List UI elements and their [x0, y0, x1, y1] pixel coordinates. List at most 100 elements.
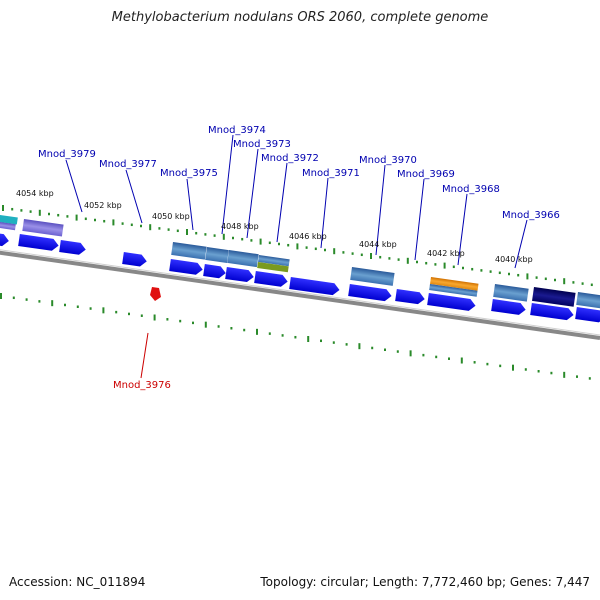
gc-skew-tick [149, 224, 152, 231]
feature-box [493, 284, 529, 302]
gc-skew-tick [379, 255, 382, 259]
cds-arrow [225, 267, 254, 283]
gc-skew-tick [409, 350, 412, 357]
gc-skew-tick [66, 215, 69, 218]
gc-skew-tick [57, 213, 60, 217]
gene-label[interactable]: Mnod_3979 [38, 149, 96, 160]
gene-label[interactable]: Mnod_3971 [302, 168, 360, 179]
gc-skew-tick [590, 283, 593, 287]
gc-skew-tick [115, 310, 118, 314]
cds-track [0, 233, 600, 323]
feature-track [0, 215, 600, 310]
scale-label: 4054 kbp [16, 189, 54, 198]
feature-box [227, 250, 259, 268]
gene-label[interactable]: Mnod_3966 [502, 210, 560, 221]
gene-label[interactable]: Mnod_3973 [233, 139, 291, 150]
gc-skew-tick [526, 273, 529, 280]
gc-skew-tick [48, 212, 50, 216]
gc-skew-tick [320, 339, 322, 343]
gc-skew-tick [179, 319, 182, 323]
feature-box [430, 276, 479, 291]
gc-skew-tick [307, 336, 310, 343]
gc-skew-tick [241, 237, 244, 241]
gc-skew-tick [406, 257, 409, 264]
gc-skew-tick [452, 265, 455, 269]
gc-skew-tick [537, 370, 540, 373]
gc-skew-tick [102, 307, 105, 314]
genome-backbone [0, 250, 600, 340]
cds-arrow [254, 271, 288, 287]
gene-label-rna[interactable]: Mnod_3976 [113, 380, 171, 391]
gc-skew-tick [256, 328, 258, 335]
label-leaders [65, 134, 528, 379]
gc-skew-tick [480, 269, 483, 272]
gc-skew-tick [554, 278, 556, 282]
gene-label[interactable]: Mnod_3977 [99, 159, 157, 170]
gc-skew-tick [460, 357, 463, 364]
scale-label: 4046 kbp [289, 232, 327, 241]
gc-skew-tick [64, 303, 66, 307]
cds-arrow [203, 264, 226, 279]
gc-skew-tick [278, 242, 280, 246]
gc-skew-tick [268, 332, 271, 335]
gc-skew-tick [397, 258, 400, 261]
gc-skew-tick [296, 243, 299, 250]
gene-label[interactable]: Mnod_3968 [442, 184, 500, 195]
gc-skew-tick [332, 341, 335, 344]
gc-skew-tick [195, 231, 198, 235]
gc-skew-tick [524, 368, 527, 371]
feature-box [0, 222, 16, 231]
gc-skew-tick [140, 224, 142, 228]
gc-skew-tick [371, 346, 374, 350]
cds-arrow [169, 259, 203, 275]
gc-skew-tick [128, 312, 130, 316]
feature-box [0, 215, 18, 225]
gc-skew-lower-track [0, 293, 591, 380]
gc-skew-tick [176, 229, 179, 233]
gene-label[interactable]: Mnod_3970 [359, 155, 417, 166]
gc-skew-tick [358, 343, 361, 350]
cds-arrow [122, 252, 147, 267]
feature-box [350, 267, 395, 286]
scale-label: 4042 kbp [427, 249, 465, 258]
gc-skew-tick [434, 263, 437, 266]
gene-label[interactable]: Mnod_3975 [160, 168, 218, 179]
gc-skew-tick [243, 328, 246, 332]
gc-skew-tick [563, 278, 566, 285]
gc-skew-tick [217, 325, 220, 328]
gene-labels: Mnod_3979 Mnod_3977 Mnod_3975 Mnod_3974 … [38, 125, 560, 391]
accession-text: Accession: NC_011894 [9, 575, 146, 589]
gc-skew-tick [448, 357, 450, 360]
gc-skew-tick [550, 371, 553, 375]
scale-label: 4040 kbp [495, 255, 533, 264]
gc-skew-tick [471, 267, 474, 271]
gc-skew-tick [2, 205, 4, 211]
gene-label[interactable]: Mnod_3974 [208, 125, 266, 136]
gc-skew-tick [544, 277, 547, 281]
gc-skew-tick [192, 321, 194, 325]
scale-labels: 4054 kbp 4052 kbp 4050 kbp 4048 kbp 4046… [16, 189, 533, 264]
gc-skew-tick [351, 252, 354, 255]
gc-skew-upper-track [2, 205, 593, 287]
gc-skew-tick [75, 214, 78, 221]
gc-skew-tick [360, 253, 363, 257]
gc-skew-tick [38, 300, 41, 303]
feature-box [576, 292, 600, 310]
gene-label[interactable]: Mnod_3969 [397, 169, 455, 180]
gc-skew-tick [384, 348, 386, 352]
gc-skew-tick [588, 377, 591, 380]
gc-skew-tick [576, 375, 578, 378]
gc-skew-tick [94, 218, 96, 222]
gc-skew-tick [489, 270, 492, 273]
gc-skew-tick [294, 335, 297, 339]
gc-skew-tick [443, 262, 446, 269]
map-title: Methylobacterium nodulans ORS 2060, comp… [111, 10, 489, 25]
gc-skew-tick [230, 327, 233, 330]
gc-skew-tick [422, 353, 425, 357]
gc-skew-tick [222, 233, 225, 240]
rna-feature [150, 287, 161, 301]
gene-label[interactable]: Mnod_3972 [261, 153, 319, 164]
gc-skew-tick [498, 271, 501, 275]
gc-skew-tick [213, 234, 216, 237]
